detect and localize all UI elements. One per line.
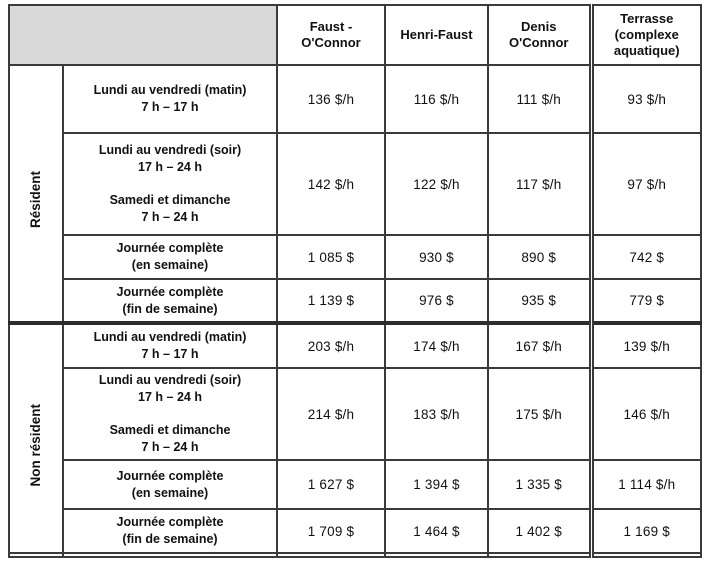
header-row: Faust - O'Connor Henri-Faust Denis O'Con… <box>8 4 702 66</box>
table-row: Lundi au vendredi (soir) 17 h – 24 h Sam… <box>9 132 702 236</box>
section-label-resident: Résident <box>8 64 64 324</box>
rental-pricing-table: Faust - O'Connor Henri-Faust Denis O'Con… <box>8 4 702 558</box>
price-cell: 175 $/h <box>487 367 592 461</box>
price-cell: 1 627 $ <box>276 459 386 510</box>
cutoff-cell <box>588 552 702 558</box>
cutoff-row <box>8 552 702 558</box>
table-row: Lundi au vendredi (soir) 17 h – 24 h Sam… <box>9 367 702 461</box>
price-cell: 167 $/h <box>487 321 592 369</box>
price-cell: 146 $/h <box>588 367 702 461</box>
price-cell: 122 $/h <box>384 132 489 236</box>
price-cell: 111 $/h <box>487 64 592 134</box>
price-cell: 1 394 $ <box>384 459 489 510</box>
price-cell: 139 $/h <box>588 321 702 369</box>
corner-cell <box>8 4 278 66</box>
cutoff-cell <box>487 552 592 558</box>
cutoff-cell <box>62 552 278 558</box>
table-row: Non résident Lundi au vendredi (matin) 7… <box>8 321 702 554</box>
price-cell: 93 $/h <box>588 64 702 134</box>
price-cell: 890 $ <box>487 234 592 280</box>
row-label-full-day-week: Journée complète (en semaine) <box>62 459 278 510</box>
price-cell: 1 335 $ <box>487 459 592 510</box>
row-label-weekday-morning: Lundi au vendredi (matin) 7 h – 17 h <box>62 321 278 369</box>
price-cell: 116 $/h <box>384 64 489 134</box>
cutoff-cell <box>8 552 64 558</box>
row-label-weekday-evening-weekend: Lundi au vendredi (soir) 17 h – 24 h Sam… <box>62 132 278 236</box>
row-label-weekday-morning: Lundi au vendredi (matin) 7 h – 17 h <box>62 64 278 134</box>
section-label-non-resident: Non résident <box>8 321 64 554</box>
price-cell: 976 $ <box>384 278 489 324</box>
section-label-text: Résident <box>28 171 44 229</box>
price-cell: 1 464 $ <box>384 508 489 554</box>
price-cell: 779 $ <box>588 278 702 324</box>
table-row: Journée complète (fin de semaine) 1 709 … <box>9 508 702 554</box>
price-cell: 935 $ <box>487 278 592 324</box>
table-row: Journée complète (en semaine) 1 085 $ 93… <box>9 234 702 280</box>
col-header-denis-oconnor: Denis O'Connor <box>487 4 592 66</box>
price-cell: 214 $/h <box>276 367 386 461</box>
cutoff-cell <box>384 552 489 558</box>
row-label-full-day-week: Journée complète (en semaine) <box>62 234 278 280</box>
table-row: Journée complète (en semaine) 1 627 $ 1 … <box>9 459 702 510</box>
price-cell: 136 $/h <box>276 64 386 134</box>
price-cell: 1 709 $ <box>276 508 386 554</box>
price-cell: 142 $/h <box>276 132 386 236</box>
table-row: Résident Lundi au vendredi (matin) 7 h –… <box>8 64 702 324</box>
table-row: Journée complète (fin de semaine) 1 139 … <box>9 278 702 324</box>
section-label-text: Non résident <box>28 403 44 487</box>
price-cell: 1 169 $ <box>588 508 702 554</box>
col-header-henri-faust: Henri-Faust <box>384 4 489 66</box>
price-cell: 174 $/h <box>384 321 489 369</box>
cutoff-cell <box>276 552 386 558</box>
price-cell: 97 $/h <box>588 132 702 236</box>
price-cell: 1 085 $ <box>276 234 386 280</box>
col-header-faust-oconnor: Faust - O'Connor <box>276 4 386 66</box>
row-label-full-day-weekend: Journée complète (fin de semaine) <box>62 508 278 554</box>
price-cell: 1 402 $ <box>487 508 592 554</box>
price-cell: 117 $/h <box>487 132 592 236</box>
col-header-terrasse: Terrasse (complexe aquatique) <box>588 4 702 66</box>
price-cell: 203 $/h <box>276 321 386 369</box>
price-cell: 742 $ <box>588 234 702 280</box>
price-cell: 1 114 $/h <box>588 459 702 510</box>
row-label-full-day-weekend: Journée complète (fin de semaine) <box>62 278 278 324</box>
price-cell: 930 $ <box>384 234 489 280</box>
row-label-weekday-evening-weekend: Lundi au vendredi (soir) 17 h – 24 h Sam… <box>62 367 278 461</box>
price-cell: 1 139 $ <box>276 278 386 324</box>
price-cell: 183 $/h <box>384 367 489 461</box>
